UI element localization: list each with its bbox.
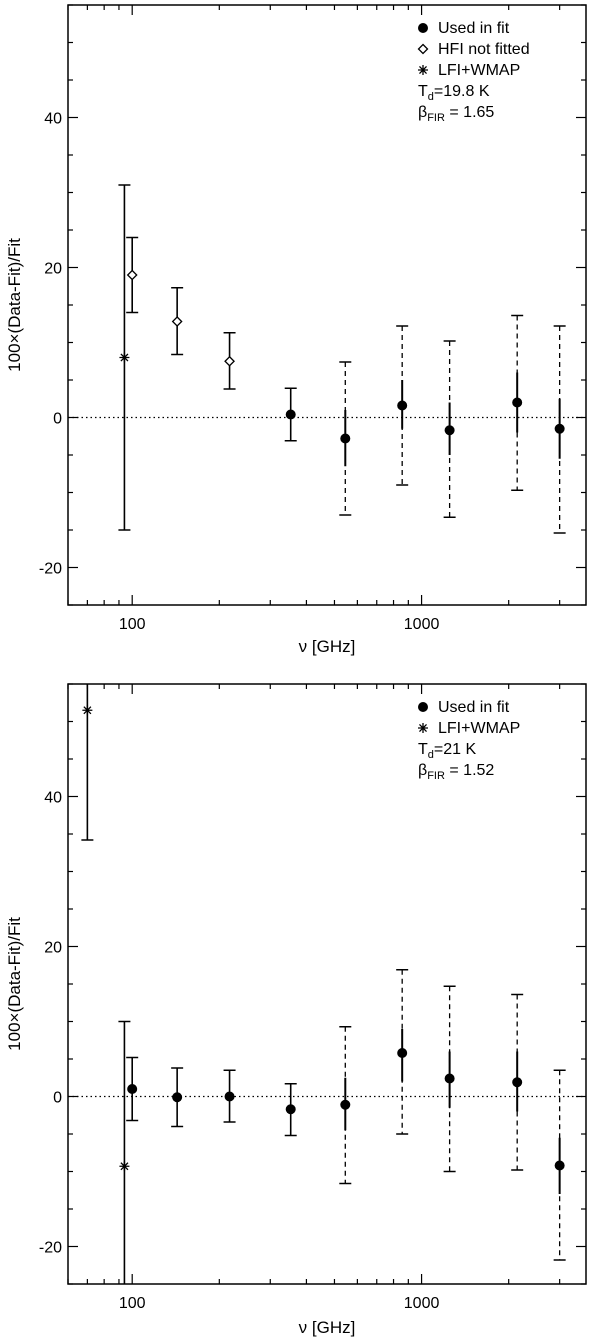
x-axis-symbol: ν xyxy=(299,637,308,656)
data-point-filled-circle xyxy=(340,433,351,444)
y-tick-label: 0 xyxy=(53,1090,62,1107)
panel-top: -20 0 20 40 100 1000 ν [GHz] 100×(Data-Fit)/Fit… xyxy=(5,4,587,656)
data-point-filled-circle xyxy=(285,409,296,420)
x-axis-symbol: ν xyxy=(299,1318,308,1337)
plot-frame xyxy=(67,683,587,1285)
fit-parameter: βFIR = 1.65 xyxy=(418,104,494,124)
y-tick-label: 0 xyxy=(53,411,62,428)
data-point-open-diamond xyxy=(126,269,138,281)
param-subscript: d xyxy=(428,749,434,761)
legend-label: LFI+WMAP xyxy=(438,720,520,737)
data-point-open-diamond xyxy=(224,355,235,367)
y-tick-label: 40 xyxy=(44,790,62,807)
param-value: = 1.52 xyxy=(445,762,494,779)
data-point-filled-circle xyxy=(444,1073,455,1084)
x-tick-label: 100 xyxy=(119,616,146,633)
legend-marker-asterisk xyxy=(418,723,428,733)
y-axis-title: 100×(Data-Fit)/Fit xyxy=(5,917,24,1051)
data-point-filled-circle xyxy=(512,397,523,408)
param-subscript: FIR xyxy=(427,770,445,782)
data-point-filled-circle xyxy=(512,1077,523,1088)
param-value: =21 K xyxy=(434,741,477,758)
data-point-filled-circle xyxy=(554,423,565,434)
x-tick-label: 100 xyxy=(119,1295,146,1312)
panel-bottom: -20 0 20 40 100 1000 ν [GHz] 100×(Data-Fit)/Fit… xyxy=(5,683,587,1337)
param-symbol: T xyxy=(418,83,428,100)
fit-parameter: Td=21 K xyxy=(418,741,476,761)
y-tick-label: 40 xyxy=(44,111,62,128)
y-tick-label: -20 xyxy=(39,561,62,578)
param-symbol: β xyxy=(418,104,427,121)
data-point-filled-circle xyxy=(397,1048,408,1058)
y-axis-title: 100×(Data-Fit)/Fit xyxy=(5,238,24,372)
param-subscript: d xyxy=(428,91,434,103)
data-point-filled-circle xyxy=(397,400,408,411)
data-point-filled-circle xyxy=(172,1092,183,1103)
legend-label: LFI+WMAP xyxy=(438,62,520,79)
data-point-filled-circle xyxy=(285,1104,296,1115)
data-point-filled-circle xyxy=(444,425,455,436)
x-axis-title: ν [GHz] xyxy=(299,1318,356,1337)
data-point-asterisk xyxy=(119,352,130,363)
plot-frame xyxy=(67,4,587,606)
param-value: =19.8 K xyxy=(434,83,490,100)
data-point-filled-circle xyxy=(340,1099,351,1110)
param-subscript: FIR xyxy=(427,112,445,124)
data-point-filled-circle xyxy=(554,1160,565,1171)
param-value: = 1.65 xyxy=(445,104,494,121)
x-tick-label: 1000 xyxy=(404,616,440,633)
x-axis-unit: [GHz] xyxy=(307,1318,355,1337)
data-point-open-diamond xyxy=(171,316,183,327)
y-tick-label: 20 xyxy=(44,940,62,957)
legend-label: HFI not fitted xyxy=(438,41,530,58)
legend-marker-filled-circle xyxy=(418,23,428,33)
x-axis-title: ν [GHz] xyxy=(299,637,356,656)
x-tick-label: 1000 xyxy=(404,1295,440,1312)
legend-marker-filled-circle xyxy=(418,702,428,712)
param-symbol: T xyxy=(418,741,428,758)
fit-parameter: Td=19.8 K xyxy=(418,83,490,103)
x-axis-unit: [GHz] xyxy=(307,637,355,656)
legend-marker-open-diamond xyxy=(417,43,429,55)
data-point-asterisk xyxy=(82,705,93,716)
y-tick-label: 20 xyxy=(44,261,62,278)
param-symbol: β xyxy=(418,762,427,779)
fit-parameter: βFIR = 1.52 xyxy=(418,762,494,782)
y-tick-label: -20 xyxy=(39,1240,62,1257)
data-point-asterisk xyxy=(119,1161,130,1172)
data-point-filled-circle xyxy=(224,1091,235,1102)
legend-marker-asterisk xyxy=(418,65,428,75)
legend-label: Used in fit xyxy=(438,699,510,716)
legend-label: Used in fit xyxy=(438,20,510,37)
data-point-filled-circle xyxy=(127,1084,138,1094)
